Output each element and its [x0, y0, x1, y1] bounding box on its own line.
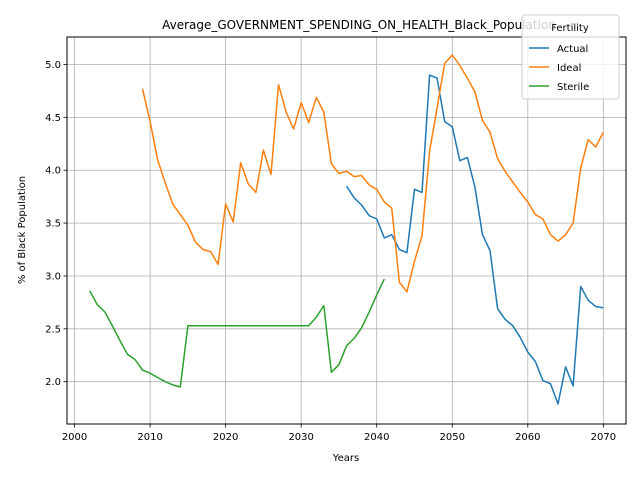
series-line-ideal — [141, 54, 604, 293]
y-tick-label: 5.0 — [45, 60, 61, 71]
y-axis-ticks: 2.0 2.5 3.0 3.5 4.0 4.5 5.0 — [45, 60, 67, 388]
y-tick-label: 2.5 — [45, 324, 61, 335]
y-tick-label: 3.0 — [45, 271, 61, 282]
legend-label-sterile: Sterile — [557, 82, 589, 93]
x-tick-label: 2070 — [591, 432, 616, 443]
y-tick-label: 4.5 — [45, 113, 61, 124]
x-tick-label: 2060 — [515, 432, 540, 443]
legend: Fertility Actual Ideal Sterile — [521, 14, 620, 100]
series-line-actual — [345, 74, 604, 405]
x-tick-label: 2010 — [137, 432, 162, 443]
y-tick-label: 4.0 — [45, 166, 61, 177]
legend-label-actual: Actual — [557, 44, 588, 55]
grid-lines — [67, 37, 626, 424]
series-line-sterile — [89, 278, 385, 388]
x-tick-label: 2020 — [213, 432, 238, 443]
legend-box — [521, 14, 620, 100]
y-axis-label: % of Black Population — [17, 176, 28, 284]
x-tick-label: 2000 — [62, 432, 87, 443]
legend-entries: Actual Ideal Sterile — [529, 44, 589, 93]
y-tick-label: 2.0 — [45, 377, 61, 388]
x-tick-label: 2040 — [364, 432, 389, 443]
plot-frame — [66, 36, 627, 425]
x-axis-ticks: 2000 2010 2020 2030 2040 2050 2060 2070 — [62, 424, 616, 443]
x-tick-label: 2050 — [440, 432, 465, 443]
series-lines — [89, 54, 604, 405]
legend-title: Fertility — [551, 23, 589, 34]
chart-title: Average_GOVERNMENT_SPENDING_ON_HEALTH_Bl… — [162, 18, 556, 32]
legend-label-ideal: Ideal — [557, 63, 581, 74]
y-tick-label: 3.5 — [45, 219, 61, 230]
x-axis-label: Years — [332, 453, 359, 464]
x-tick-label: 2030 — [288, 432, 313, 443]
